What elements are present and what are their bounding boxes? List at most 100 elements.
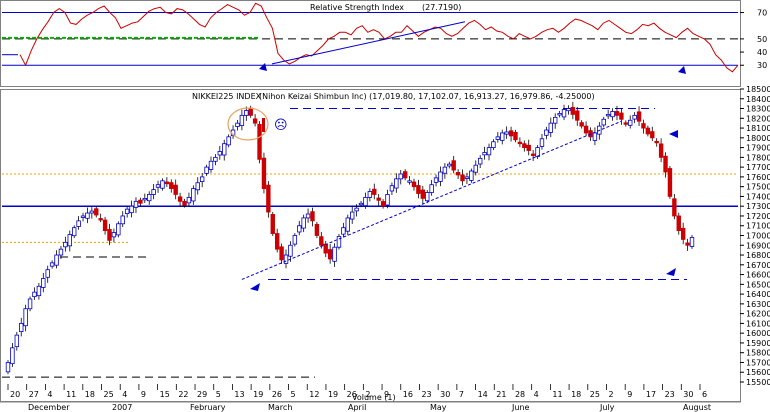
candle-down <box>376 197 381 201</box>
rsi-ytick-label: 30 <box>757 61 767 70</box>
candle-up <box>438 171 443 182</box>
candle-up <box>58 248 64 256</box>
x-tick-label: 6 <box>702 390 707 399</box>
price-panel-frame <box>0 89 741 402</box>
candle-down <box>411 181 417 188</box>
x-month-label: July <box>599 403 615 412</box>
price-ytick-label: 18300 <box>746 105 770 114</box>
x-tick-label: 4 <box>122 390 127 399</box>
candle-up <box>116 223 121 236</box>
candle-down <box>619 112 624 120</box>
candle-up <box>54 254 59 266</box>
candle-up <box>129 205 134 214</box>
candle-down <box>319 236 324 246</box>
price-ytick-label: 15700 <box>746 358 770 367</box>
rsi-title: Relative Strength Index <box>310 3 404 12</box>
candle-down <box>416 185 421 194</box>
candle-up <box>292 235 298 245</box>
candle-up <box>429 184 434 193</box>
price-ytick-label: 17000 <box>746 232 770 241</box>
candle-up <box>425 192 430 202</box>
price-arrow-icon <box>666 268 676 276</box>
candle-down <box>102 219 108 232</box>
candle-down <box>248 107 253 116</box>
rsi-layer: 70 50 40 30 <box>2 2 767 73</box>
candle-down <box>94 208 99 216</box>
price-ytick-label: 17800 <box>746 153 770 162</box>
rsi-trendline <box>271 21 466 65</box>
candle-up <box>195 182 200 191</box>
candle-down <box>169 182 174 190</box>
x-tick-label: 26 <box>272 390 282 399</box>
candle-up <box>133 200 139 208</box>
x-tick-label: 26 <box>347 390 357 399</box>
candle-up <box>394 178 399 189</box>
candle-down <box>667 168 673 197</box>
x-month-label: April <box>348 403 366 412</box>
x-overlay-label: Volume (1) <box>352 393 396 402</box>
candle-up <box>208 160 214 170</box>
x-tick-label: 22 <box>178 390 188 399</box>
candle-down <box>164 181 170 185</box>
candle-down <box>402 171 408 179</box>
candle-up <box>469 170 474 181</box>
candle-up <box>592 132 598 141</box>
candle-up <box>500 132 505 141</box>
price-ytick-label: 15800 <box>746 349 770 358</box>
rsi-ytick-label: 70 <box>757 9 767 18</box>
candle-up <box>288 244 293 257</box>
candle-up <box>363 197 368 207</box>
candle-up <box>67 234 72 247</box>
candle-up <box>610 111 615 118</box>
candle-down <box>623 122 629 125</box>
price-ytick-label: 17300 <box>746 202 770 211</box>
candle-up <box>504 131 509 135</box>
candle-down <box>663 155 668 173</box>
price-ytick-label: 17500 <box>746 183 770 192</box>
x-axis: 20 27 4 11 18 25 4 9 15 22 29 5 13 19 26 5 12 19 26 2 9 16 23 3… <box>0 384 741 412</box>
x-tick-label: 29 <box>197 390 207 399</box>
candle-up <box>155 184 161 188</box>
candle-up <box>222 143 227 156</box>
candle-down <box>279 246 284 261</box>
x-tick-label: 2 <box>608 390 613 399</box>
candle-down <box>522 143 527 148</box>
candle-up <box>398 173 403 180</box>
candle-up <box>553 116 558 124</box>
candle-up <box>385 194 390 206</box>
candle-up <box>111 232 117 238</box>
candle-down <box>583 125 589 134</box>
x-tick-label: 23 <box>665 390 675 399</box>
candle-up <box>41 278 46 288</box>
price-ytick-label: 16400 <box>746 290 770 299</box>
x-tick-label: 9 <box>141 390 146 399</box>
x-month-label: December <box>28 403 70 412</box>
candle-up <box>226 136 231 146</box>
candle-up <box>539 138 545 147</box>
candle-up <box>407 180 412 183</box>
candle-up <box>482 152 487 156</box>
price-layer: 1850018400183001820018100180001790017800… <box>2 85 770 387</box>
price-ytick-label: 15600 <box>746 368 770 377</box>
annotations: ☹ <box>227 63 686 291</box>
price-ytick-label: 16700 <box>746 261 770 270</box>
candle-down <box>274 233 280 250</box>
price-ytick-label: 16500 <box>746 280 770 289</box>
price-ytick-label: 17100 <box>746 222 770 231</box>
candle-up <box>142 197 147 201</box>
candle-up <box>49 262 55 267</box>
candle-up <box>151 189 156 195</box>
candle-up <box>147 194 152 202</box>
frown-face-icon: ☹ <box>274 118 288 133</box>
price-ytick-label: 18400 <box>746 95 770 104</box>
candle-up <box>566 108 571 112</box>
candle-up <box>80 215 86 218</box>
price-ytick-label: 17700 <box>746 163 770 172</box>
candle-up <box>186 197 192 204</box>
candle-up <box>389 185 395 192</box>
candle-up <box>120 215 125 225</box>
price-ytick-label: 16900 <box>746 241 770 250</box>
candle-down <box>517 141 523 145</box>
candle-up <box>442 166 448 174</box>
candle-down <box>650 131 655 139</box>
